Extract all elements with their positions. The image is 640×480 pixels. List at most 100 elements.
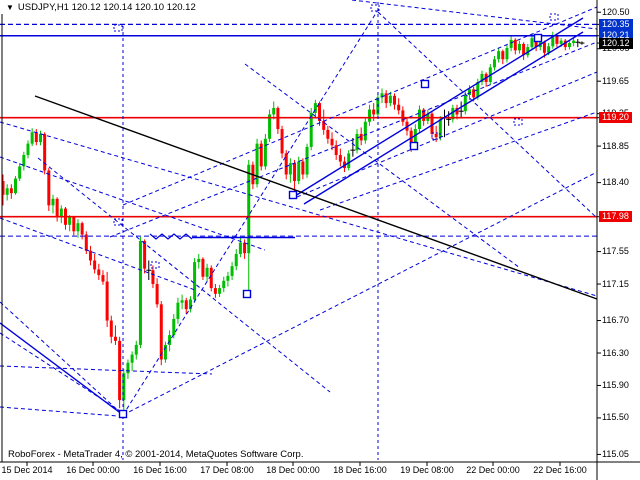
candle-bear bbox=[9, 188, 13, 194]
candle-bear bbox=[409, 130, 413, 147]
candle-bear bbox=[243, 242, 247, 254]
candle-bull bbox=[30, 132, 34, 144]
time-label: 19 Dec 08:00 bbox=[400, 465, 454, 475]
candle-bull bbox=[480, 73, 484, 82]
candle-bull bbox=[476, 81, 480, 98]
candle-bull bbox=[509, 39, 513, 48]
candle-bull bbox=[526, 47, 530, 56]
candle-bear bbox=[534, 38, 538, 48]
candle-bear bbox=[184, 300, 188, 310]
candle-bear bbox=[422, 109, 426, 121]
anchor-square bbox=[288, 190, 298, 200]
candle-bear bbox=[1, 180, 5, 195]
trendline-dashed bbox=[0, 217, 196, 291]
time-label: 16 Dec 16:00 bbox=[133, 465, 187, 475]
candle-bear bbox=[276, 107, 280, 130]
selection-marker bbox=[549, 13, 559, 21]
candle-bull bbox=[26, 143, 30, 156]
time-axis[interactable]: 15 Dec 2014 16 Dec 00:00 16 Dec 16:00 17 De… bbox=[0, 463, 640, 480]
trendline-dashed bbox=[0, 156, 266, 251]
candle-bear bbox=[359, 133, 363, 141]
candle-bear bbox=[522, 43, 526, 56]
anchor-square bbox=[118, 409, 128, 419]
candle-bull bbox=[205, 267, 209, 277]
candle-bull bbox=[305, 146, 309, 175]
candle-bear bbox=[97, 269, 101, 276]
price-axis[interactable]: 120.50120.05119.65119.25118.85118.40117.… bbox=[598, 0, 640, 462]
candle-bull bbox=[451, 107, 455, 120]
candle-bull bbox=[363, 121, 367, 141]
selection-marker bbox=[113, 24, 123, 32]
candle-bear bbox=[113, 336, 117, 341]
time-label: 22 Dec 16:00 bbox=[533, 465, 587, 475]
candle-bear bbox=[88, 250, 92, 261]
selection-marker bbox=[513, 118, 523, 126]
candle-bull bbox=[567, 43, 571, 48]
price-label-highlighted: 120.21 bbox=[599, 30, 633, 42]
trendline-dashed bbox=[296, 71, 598, 198]
candle-bull bbox=[122, 373, 126, 401]
candle-bull bbox=[463, 94, 467, 112]
candle-bull bbox=[368, 109, 372, 122]
trendline-dashed bbox=[0, 121, 598, 297]
candle-bull bbox=[126, 362, 130, 374]
price-label: 115.50 bbox=[602, 412, 629, 423]
candle-bear bbox=[326, 129, 330, 139]
candle-bear bbox=[280, 129, 284, 154]
candle-bear bbox=[151, 270, 155, 285]
candle-bear bbox=[155, 284, 159, 305]
candle-bull bbox=[163, 344, 167, 360]
time-label: 15 Dec 2014 bbox=[1, 465, 53, 475]
price-label-highlighted: 120.12 bbox=[599, 37, 633, 49]
price-label-highlighted: 119.20 bbox=[599, 112, 632, 124]
candle-bull bbox=[76, 223, 80, 232]
candle-bear bbox=[455, 107, 459, 115]
candle-bull bbox=[288, 163, 292, 175]
trendline-dashed bbox=[122, 171, 598, 416]
candle-bear bbox=[201, 258, 205, 277]
candle-bear bbox=[80, 223, 84, 235]
candle-bull bbox=[247, 164, 251, 254]
candle-bear bbox=[259, 143, 263, 167]
candle-bull bbox=[438, 119, 442, 138]
candle-bull bbox=[197, 258, 201, 263]
candle-bear bbox=[334, 145, 338, 156]
price-label: 116.70 bbox=[602, 315, 629, 326]
candle-bull bbox=[559, 40, 563, 44]
candle-bear bbox=[397, 104, 401, 111]
price-label: 117.15 bbox=[602, 278, 629, 289]
candle-bull bbox=[38, 133, 42, 143]
candle-bull bbox=[22, 155, 26, 167]
candle-bull bbox=[309, 112, 313, 147]
anchor-square bbox=[409, 141, 419, 151]
candle-bull bbox=[272, 107, 276, 115]
black-trendline bbox=[34, 95, 598, 300]
candle-bull bbox=[218, 288, 222, 294]
candle-bull bbox=[68, 217, 72, 225]
candle-bear bbox=[555, 35, 559, 44]
candle-bull bbox=[505, 47, 509, 60]
candle-bull bbox=[238, 242, 242, 255]
price-label: 118.85 bbox=[602, 140, 629, 151]
copyright-text: RoboForex - MetaTrader 4, © 2001-2014, M… bbox=[8, 449, 304, 460]
candle-bear bbox=[430, 113, 434, 134]
candle-bear bbox=[105, 281, 109, 321]
candle-bull bbox=[230, 266, 234, 276]
candle-bear bbox=[393, 95, 397, 105]
candle-bull bbox=[172, 318, 176, 336]
candle-bear bbox=[93, 260, 97, 270]
candle-bear bbox=[563, 40, 567, 48]
candle-bull bbox=[297, 161, 301, 181]
anchor-square bbox=[533, 33, 543, 43]
trendline-solid bbox=[0, 322, 124, 416]
candle-bear bbox=[47, 170, 51, 206]
candle-bull bbox=[263, 138, 267, 167]
candle-bull bbox=[5, 188, 9, 195]
price-label-highlighted: 117.98 bbox=[599, 211, 632, 223]
trendline-solid bbox=[294, 17, 584, 197]
candle-bull bbox=[467, 89, 471, 95]
candle-bear bbox=[213, 288, 217, 294]
candle-bull bbox=[176, 302, 180, 319]
candle-bull bbox=[222, 280, 226, 289]
